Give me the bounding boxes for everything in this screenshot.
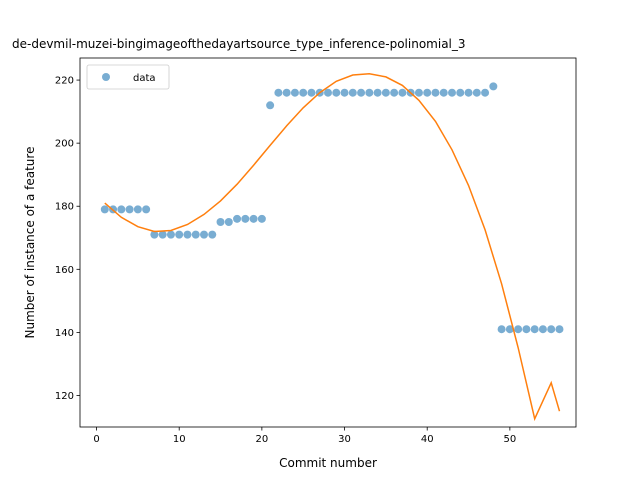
data-point bbox=[166, 230, 175, 239]
y-tick-label: 180 bbox=[55, 202, 74, 213]
x-tick-label: 40 bbox=[421, 434, 434, 445]
data-point bbox=[224, 218, 233, 226]
data-point bbox=[514, 325, 523, 334]
data-point bbox=[150, 230, 159, 239]
data-point bbox=[100, 205, 109, 214]
data-point bbox=[365, 88, 374, 97]
data-point bbox=[340, 88, 349, 97]
y-tick-label: 160 bbox=[55, 265, 74, 276]
chart-title: de-devmil-muzei-bingimageofthedayartsour… bbox=[12, 37, 466, 51]
data-point bbox=[299, 88, 308, 97]
data-point bbox=[200, 230, 208, 239]
data-point bbox=[348, 88, 357, 97]
data-point bbox=[274, 88, 283, 97]
data-point bbox=[208, 230, 217, 239]
data-point bbox=[390, 88, 399, 97]
fit-line bbox=[104, 73, 561, 422]
y-tick-label: 140 bbox=[55, 328, 74, 339]
y-axis-label: Number of instance of a feature bbox=[23, 147, 37, 339]
x-axis-label: Commit number bbox=[279, 456, 377, 470]
data-point bbox=[431, 88, 440, 97]
data-point bbox=[249, 214, 258, 223]
data-point bbox=[414, 88, 423, 97]
data-point bbox=[481, 88, 490, 97]
data-point bbox=[266, 101, 275, 110]
legend: data bbox=[86, 64, 170, 90]
data-point bbox=[290, 88, 299, 97]
data-point bbox=[142, 205, 151, 214]
data-point bbox=[497, 325, 506, 334]
data-point bbox=[381, 88, 390, 97]
data-point bbox=[423, 88, 432, 97]
y-tick-label: 120 bbox=[55, 391, 74, 402]
data-point bbox=[133, 205, 142, 214]
x-tick-label: 10 bbox=[173, 434, 186, 445]
legend-label-data: data bbox=[133, 73, 156, 84]
y-tick-label: 220 bbox=[55, 76, 74, 87]
x-tick-label: 50 bbox=[503, 434, 516, 445]
legend-marker-data bbox=[102, 73, 110, 81]
x-tick-label: 30 bbox=[338, 434, 351, 445]
data-point bbox=[183, 230, 192, 239]
legend-box bbox=[86, 64, 170, 90]
data-point bbox=[125, 205, 134, 214]
x-tick-label: 0 bbox=[93, 434, 99, 445]
x-tick-label: 20 bbox=[255, 434, 268, 445]
data-point bbox=[464, 88, 473, 97]
data-point bbox=[555, 325, 564, 334]
data-point bbox=[547, 325, 556, 334]
data-point bbox=[538, 325, 547, 334]
data-point bbox=[522, 325, 531, 334]
data-point bbox=[307, 88, 316, 97]
data-point bbox=[332, 88, 341, 97]
plot-area: 0 10 20 30 40 50 120 140 160 180 200 220 bbox=[55, 57, 577, 445]
data-point bbox=[456, 88, 465, 97]
data-point bbox=[439, 88, 448, 97]
data-point bbox=[191, 230, 200, 239]
data-point bbox=[241, 214, 250, 223]
data-point bbox=[472, 88, 481, 97]
data-point bbox=[530, 325, 539, 334]
data-point bbox=[324, 88, 332, 97]
data-point bbox=[233, 214, 242, 223]
data-point bbox=[216, 218, 225, 226]
axes-frame bbox=[79, 57, 577, 428]
data-point bbox=[373, 88, 382, 97]
data-point bbox=[117, 205, 126, 214]
data-point bbox=[448, 88, 456, 97]
data-point bbox=[489, 82, 498, 91]
data-point bbox=[158, 230, 167, 239]
data-point bbox=[505, 325, 514, 334]
data-point bbox=[175, 230, 184, 239]
data-point bbox=[282, 88, 291, 97]
data-point bbox=[398, 88, 407, 97]
data-point bbox=[257, 214, 266, 223]
y-tick-label: 200 bbox=[55, 139, 74, 150]
data-point bbox=[357, 88, 366, 97]
